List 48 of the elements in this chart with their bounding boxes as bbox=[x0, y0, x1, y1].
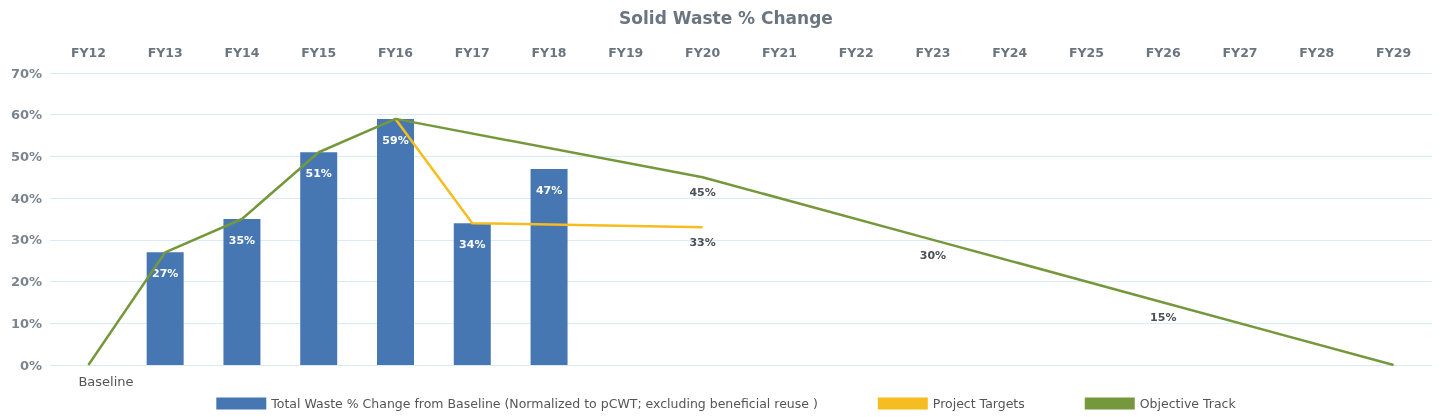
legend-label: Total Waste % Change from Baseline (Normalized to pCWT; excluding beneficial reuse ) bbox=[270, 396, 818, 411]
x-tick-label: FY24 bbox=[992, 45, 1028, 60]
bar bbox=[223, 219, 261, 365]
data-label: 30% bbox=[919, 248, 947, 262]
bar bbox=[146, 252, 184, 365]
line-series bbox=[87, 117, 1395, 367]
data-label: 59% bbox=[382, 133, 409, 147]
data-label: 15% bbox=[1150, 311, 1177, 325]
y-tick-label: 40% bbox=[10, 190, 42, 206]
x-tick-label: FY27 bbox=[1222, 45, 1258, 60]
x-tick-label: FY16 bbox=[378, 45, 414, 60]
x-tick-label: FY28 bbox=[1299, 45, 1335, 60]
x-tick-label: FY21 bbox=[761, 45, 797, 60]
x-tick-label: FY19 bbox=[608, 45, 644, 60]
data-label: 35% bbox=[228, 234, 256, 247]
x-tick-label: FY29 bbox=[1376, 45, 1412, 60]
data-label: 47% bbox=[535, 183, 563, 197]
data-label: 34% bbox=[459, 238, 486, 252]
bar bbox=[530, 168, 568, 365]
x-tick-label: FY20 bbox=[685, 45, 721, 60]
data-label: 51% bbox=[305, 167, 332, 181]
x-tick-label: FY22 bbox=[838, 45, 874, 60]
x-tick-label: FY17 bbox=[454, 45, 490, 60]
x-tick-label: FY25 bbox=[1069, 45, 1104, 60]
legend-label: Project Targets bbox=[932, 396, 1025, 411]
y-tick-label: 0% bbox=[19, 357, 42, 373]
y-tick-label: 70% bbox=[10, 65, 42, 81]
bar bbox=[300, 152, 338, 365]
x-tick-label: FY26 bbox=[1145, 45, 1182, 60]
data-label: 27% bbox=[151, 267, 179, 281]
bar bbox=[453, 223, 491, 365]
data-label: 45% bbox=[689, 186, 716, 200]
x-tick-label: FY15 bbox=[301, 45, 337, 60]
y-tick-label: 50% bbox=[10, 148, 42, 164]
annotation: Baseline bbox=[78, 374, 134, 389]
y-tick-label: 10% bbox=[10, 315, 42, 331]
x-tick-label: FY12 bbox=[70, 45, 106, 60]
legend-label: Objective Track bbox=[1139, 396, 1237, 411]
chart-title: Solid Waste % Change bbox=[619, 7, 833, 28]
data-label: 33% bbox=[689, 236, 716, 250]
x-tick-label: FY23 bbox=[915, 45, 951, 60]
bar bbox=[377, 118, 414, 365]
x-tick-label: FY14 bbox=[224, 45, 260, 60]
x-tick-label: FY18 bbox=[531, 45, 567, 60]
x-tick-label: FY13 bbox=[147, 45, 183, 60]
y-tick-label: 20% bbox=[10, 274, 42, 290]
y-tick-label: 60% bbox=[10, 107, 42, 123]
y-tick-label: 30% bbox=[10, 232, 42, 248]
